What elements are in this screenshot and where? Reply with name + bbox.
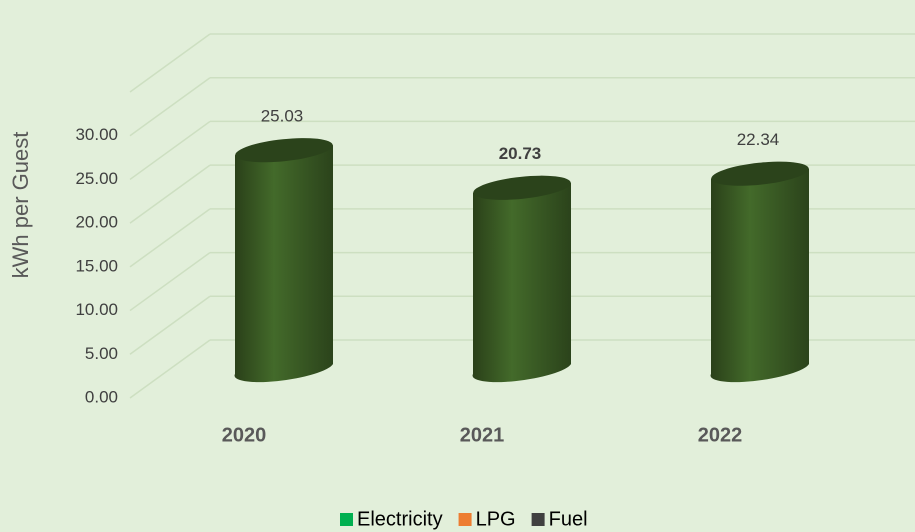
grid-line [129, 120, 211, 181]
grid-line [129, 33, 211, 93]
grid-line [129, 251, 211, 312]
legend-swatch [340, 513, 353, 526]
legend-label: Electricity [357, 508, 443, 530]
legend-swatch [458, 513, 472, 526]
y-tick-label: 5.00 [85, 344, 118, 363]
y-tick-label: 15.00 [75, 256, 118, 275]
value-label: 25.03 [261, 107, 304, 126]
value-label: 22.34 [737, 130, 780, 149]
y-tick-label: 30.00 [75, 125, 118, 144]
grid-line [129, 164, 211, 224]
y-axis-title: kWh per Guest [8, 132, 33, 279]
value-label: 20.73 [499, 144, 542, 163]
cylinder [472, 175, 571, 383]
legend-label: Fuel [549, 508, 588, 530]
cylinder-body [234, 145, 333, 383]
y-tick-label: 0.00 [85, 387, 118, 406]
cylinder-top [473, 175, 571, 200]
y-tick-label: 20.00 [75, 213, 118, 232]
legend-label: LPG [476, 508, 516, 530]
legend: Electricity LPG Fuel [340, 508, 588, 530]
grid-line [129, 339, 211, 399]
grid-line [129, 77, 211, 137]
legend-swatch [531, 513, 545, 526]
grid-line [129, 208, 211, 268]
x-tick-label: 2022 [698, 424, 743, 446]
x-tick-label: 2020 [222, 424, 267, 446]
cylinder-top [235, 138, 333, 163]
cylinder [234, 138, 333, 383]
grid-line [129, 295, 211, 355]
y-tick-label: 25.00 [75, 169, 118, 188]
cylinder-top [711, 161, 809, 186]
cylinder-body [710, 168, 809, 383]
cylinder [710, 161, 809, 383]
cylinder-body [472, 182, 571, 383]
x-tick-label: 2021 [460, 424, 505, 446]
y-tick-label: 10.00 [75, 300, 118, 319]
